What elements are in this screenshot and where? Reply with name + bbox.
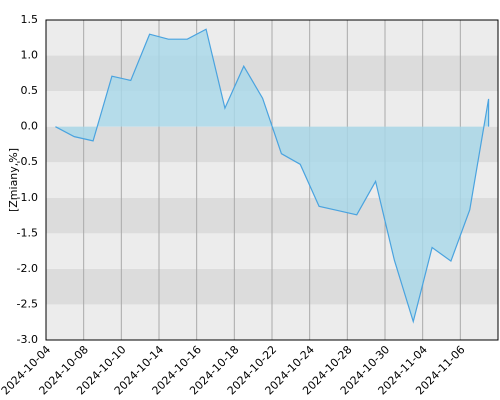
- y-tick-label: -1.5: [17, 226, 38, 239]
- plot-border: [45, 19, 499, 341]
- y-tick-label: -0.5: [17, 155, 38, 168]
- y-tick-label: 1.0: [21, 49, 39, 62]
- y-tick-label: 0.0: [21, 120, 39, 133]
- y-tick-label: -1.0: [17, 191, 38, 204]
- y-tick-label: -2.0: [17, 262, 38, 275]
- y-axis-label: [Zmiany,%]: [7, 148, 20, 212]
- y-tick-label: 0.5: [21, 84, 39, 97]
- y-tick-label: -3.0: [17, 333, 38, 346]
- line: [55, 28, 490, 324]
- y-tick-label: 1.5: [21, 13, 39, 26]
- y-tick-label: -2.5: [17, 297, 38, 310]
- area: [55, 29, 489, 322]
